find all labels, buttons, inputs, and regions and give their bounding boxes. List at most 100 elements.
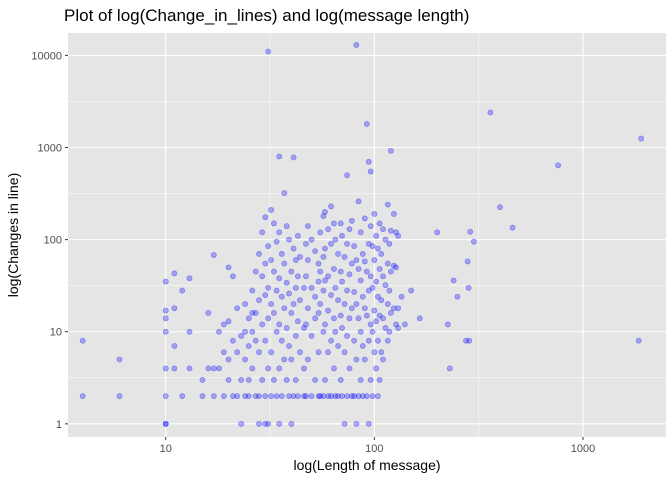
data-point (384, 301, 391, 307)
data-point (265, 284, 272, 291)
data-point (351, 337, 358, 344)
data-point (301, 284, 307, 291)
data-point (312, 248, 319, 255)
data-point (322, 321, 328, 328)
data-point (317, 229, 324, 236)
data-point (470, 238, 477, 245)
data-point (283, 325, 290, 331)
data-point (252, 268, 259, 275)
data-point (387, 268, 394, 275)
data-point (205, 310, 212, 316)
data-point (373, 318, 380, 325)
data-point (387, 227, 394, 234)
data-point (288, 310, 295, 316)
data-point (294, 273, 301, 280)
data-point (363, 312, 370, 319)
data-point (162, 393, 169, 400)
data-point (322, 245, 328, 252)
data-point (344, 333, 350, 339)
data-point (348, 393, 355, 400)
data-point (331, 365, 337, 372)
data-point (312, 315, 319, 322)
data-point (256, 349, 262, 356)
data-point (303, 240, 309, 247)
data-point (386, 328, 393, 335)
data-point (308, 236, 315, 243)
data-point (315, 310, 322, 316)
data-point (304, 305, 311, 312)
data-point (234, 393, 241, 400)
data-point (387, 310, 394, 316)
data-point (367, 273, 374, 280)
data-point (234, 305, 241, 312)
data-point (363, 121, 370, 127)
data-point (332, 393, 339, 400)
data-point (286, 343, 292, 349)
data-point (416, 315, 423, 322)
data-point (281, 260, 288, 267)
data-point (387, 147, 394, 154)
data-point (294, 318, 301, 325)
data-point (308, 393, 315, 400)
data-point (393, 321, 399, 328)
plot-panel (68, 33, 666, 437)
data-point (283, 377, 290, 383)
data-point (635, 337, 642, 344)
data-point (294, 232, 301, 239)
data-point (353, 257, 360, 263)
data-point (382, 325, 389, 331)
data-point (210, 252, 217, 258)
data-point (179, 287, 186, 294)
data-point (380, 356, 386, 363)
data-point (297, 253, 303, 260)
data-point (353, 41, 360, 48)
data-point (355, 315, 362, 322)
data-point (186, 328, 193, 335)
data-point (454, 293, 461, 300)
data-point (162, 420, 169, 427)
data-point (378, 250, 385, 257)
data-point (335, 250, 341, 257)
data-point (320, 287, 327, 294)
data-point (312, 377, 319, 383)
data-point (315, 393, 322, 400)
data-point (320, 328, 327, 335)
data-point (210, 393, 217, 400)
data-point (301, 365, 307, 372)
data-point (171, 343, 178, 349)
x-tick-label: 1000 (571, 443, 595, 455)
data-point (242, 328, 248, 335)
data-point (288, 268, 295, 275)
data-point (371, 211, 378, 217)
data-point (220, 321, 227, 328)
data-point (355, 393, 362, 400)
data-point (234, 349, 241, 356)
data-point (303, 321, 309, 328)
data-point (466, 337, 473, 344)
data-point (339, 325, 345, 331)
data-point (367, 223, 374, 230)
data-point (337, 220, 344, 227)
data-point (390, 262, 397, 269)
data-point (271, 377, 277, 383)
y-axis: 1 10 100 1000 10000 (31, 50, 68, 431)
data-point (230, 337, 236, 344)
data-point (245, 393, 252, 400)
data-point (205, 365, 212, 372)
data-point (361, 258, 368, 265)
y-tick-label: 1 (56, 419, 62, 431)
data-point (249, 310, 256, 316)
data-point (249, 328, 256, 335)
data-point (361, 215, 368, 222)
data-point (341, 420, 348, 427)
data-point (259, 273, 266, 280)
y-tick-label: 10 (50, 327, 62, 339)
data-point (290, 154, 297, 161)
data-point (384, 337, 391, 344)
data-point (359, 250, 366, 257)
data-point (238, 377, 245, 383)
data-point (355, 198, 362, 205)
data-point (278, 293, 285, 300)
data-point (242, 356, 248, 363)
